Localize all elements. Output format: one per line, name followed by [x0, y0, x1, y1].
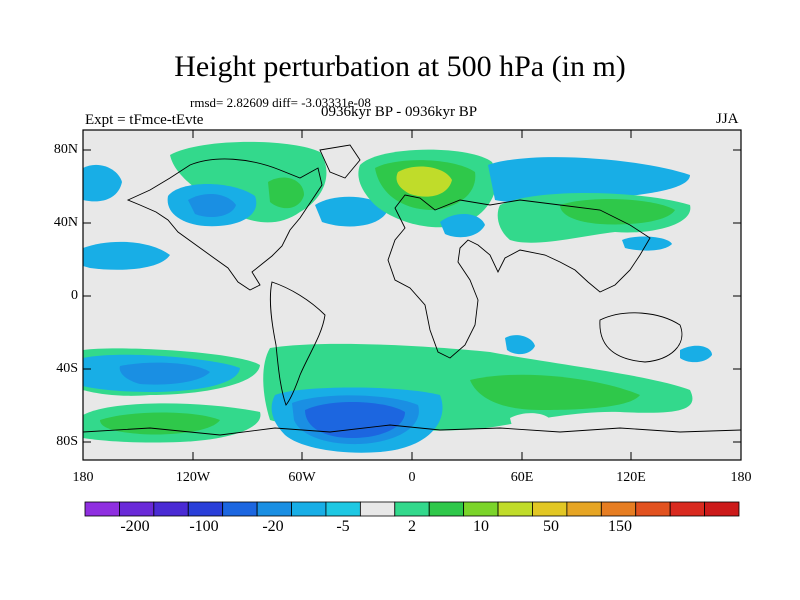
colorbar-label: 2 [408, 518, 416, 535]
anomaly-lightblue-indian-ocean [505, 335, 535, 355]
colorbar-swatch [222, 501, 258, 517]
anomaly-darkgreen-asia [560, 198, 675, 225]
axis-ticks [83, 130, 741, 460]
colorbar-swatch [256, 501, 292, 517]
colorbar-label: -100 [189, 518, 219, 535]
season-label: JJA [716, 111, 739, 127]
coastline-north-america [126, 158, 323, 291]
colorbar-swatch [187, 501, 224, 517]
colorbar-swatch [635, 501, 671, 517]
colorbar-swatch [153, 501, 189, 517]
anomaly-lightblue-north-pacific [83, 164, 122, 202]
colorbar [84, 501, 740, 517]
lon-tick-180w: 180 [72, 470, 94, 485]
colorbar-label: -20 [262, 518, 284, 535]
colorbar-swatch [463, 501, 499, 517]
coastline-south-america [269, 281, 326, 406]
lat-tick-40s: 40S [56, 361, 78, 376]
anomaly-yellowgreen-scandinavia [396, 166, 452, 197]
colorbar-swatch [428, 501, 465, 517]
colorbar-swatch [84, 501, 120, 517]
stats-text: rmsd= 2.82609 diff= -3.03331e-08 [190, 95, 371, 110]
period-label: 0936kyr BP - 0936kyr BP [321, 104, 478, 120]
colorbar-swatch [704, 501, 740, 517]
coastlines [83, 144, 741, 436]
coastline-australia [599, 312, 683, 363]
anomaly-green-south-atlantic [470, 374, 640, 410]
anomaly-darkblue-antarctic [305, 401, 405, 438]
anomaly-lightblue-eurasia [488, 157, 690, 204]
plot-title: Height perturbation at 500 hPa (in m) [174, 50, 626, 83]
anomaly-blue-southeast-pacific [119, 362, 210, 385]
lon-tick-180e: 180 [730, 470, 752, 485]
colorbar-swatch [532, 501, 568, 517]
colorbar-label: 150 [608, 518, 632, 535]
experiment-label: Expt = tFmce-tEvte [85, 112, 204, 128]
colorbar-swatch [497, 501, 533, 517]
colorbar-swatch [291, 501, 327, 517]
colorbar-swatch [669, 501, 705, 517]
lon-tick-120e: 120E [616, 470, 646, 485]
anomaly-lightblue-south-pacific-east [680, 345, 712, 363]
anomaly-lightblue-central-asia [440, 214, 485, 238]
anomaly-lightblue-east-pacific [83, 241, 170, 270]
anomaly-lightblue-atlantic [315, 196, 388, 227]
colorbar-swatch [566, 501, 602, 517]
map-field [83, 130, 741, 460]
colorbar-swatch [600, 501, 637, 517]
colorbar-swatch [394, 501, 430, 517]
coastline-greenland [319, 144, 361, 179]
colorbar-label: 50 [543, 518, 559, 535]
lat-tick-80s: 80S [56, 434, 78, 449]
colorbar-swatch [119, 501, 155, 517]
coastline-antarctica [83, 424, 741, 436]
coastline-eurasia-africa [387, 194, 651, 359]
lat-tick-40n: 40N [53, 215, 78, 230]
lon-tick-120w: 120W [175, 470, 211, 485]
anomaly-green-canada [268, 177, 304, 209]
colorbar-swatch [359, 501, 396, 517]
lon-tick-0: 0 [408, 470, 416, 485]
colorbar-label: 10 [473, 518, 489, 535]
colorbar-label: -200 [120, 518, 150, 535]
lon-tick-60e: 60E [510, 470, 534, 485]
colorbar-swatch [325, 501, 361, 517]
anomaly-neutral-indian-patch [510, 413, 552, 431]
lat-tick-80n: 80N [53, 142, 78, 157]
lon-tick-60w: 60W [288, 470, 316, 485]
lat-tick-0: 0 [71, 288, 78, 303]
colorbar-label: -5 [336, 518, 350, 535]
anomaly-blue-north-america [188, 193, 236, 217]
